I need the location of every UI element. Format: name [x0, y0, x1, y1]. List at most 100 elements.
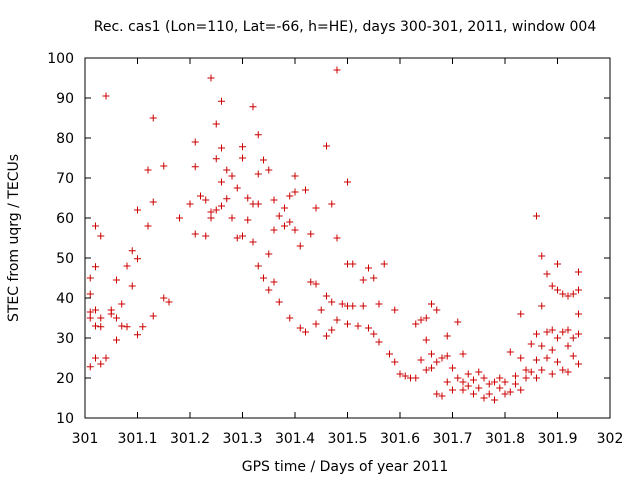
data-point: [218, 144, 225, 152]
data-point: [475, 384, 483, 392]
data-point: [548, 282, 556, 290]
data-point: [191, 138, 199, 146]
data-point: [86, 274, 94, 282]
data-point: [92, 222, 99, 230]
data-point: [134, 206, 141, 214]
data-point: [317, 306, 325, 314]
data-point: [517, 386, 525, 394]
data-point: [501, 390, 509, 398]
y-tick-label: 80: [56, 131, 74, 147]
data-point: [144, 222, 152, 230]
data-point: [139, 323, 147, 331]
data-point: [149, 114, 157, 122]
x-tick-label: 301.7: [432, 431, 472, 447]
data-point: [401, 372, 409, 380]
data-point: [134, 255, 141, 263]
data-point: [270, 278, 278, 286]
data-point: [228, 214, 236, 222]
data-point: [233, 184, 241, 192]
data-point: [559, 290, 567, 298]
data-point: [375, 338, 383, 346]
data-point: [554, 358, 561, 366]
data-point: [202, 196, 210, 204]
data-point: [533, 374, 540, 382]
data-point: [249, 103, 257, 111]
data-point: [396, 370, 404, 378]
data-point: [443, 352, 451, 360]
data-point: [333, 316, 341, 324]
data-point: [291, 226, 299, 234]
data-point: [160, 294, 168, 302]
data-point: [102, 92, 110, 100]
data-point: [354, 322, 362, 330]
data-point: [113, 276, 120, 284]
data-point: [218, 97, 225, 105]
data-point: [538, 342, 546, 350]
data-point: [275, 298, 283, 306]
y-tick-label: 30: [56, 331, 74, 347]
data-point: [191, 230, 199, 238]
x-tick-label: 302: [597, 431, 624, 447]
x-tick-label: 301.9: [537, 431, 577, 447]
data-point: [480, 374, 488, 382]
data-point: [559, 366, 567, 374]
data-point: [312, 280, 320, 288]
data-point: [512, 380, 519, 388]
data-point: [92, 354, 99, 362]
data-point: [207, 74, 215, 82]
data-point: [344, 320, 351, 328]
y-tick-label: 40: [56, 291, 74, 307]
data-point: [207, 214, 215, 222]
data-point: [265, 166, 273, 174]
data-point: [575, 360, 582, 368]
data-point: [454, 318, 462, 326]
y-tick-label: 20: [56, 371, 74, 387]
data-point: [291, 172, 299, 180]
data-point: [564, 292, 572, 300]
data-point: [496, 384, 504, 392]
data-point: [207, 208, 215, 216]
y-tick-label: 100: [47, 51, 74, 67]
data-point: [302, 328, 309, 336]
data-point: [548, 346, 556, 354]
data-point: [375, 300, 383, 308]
data-point: [517, 310, 525, 318]
data-point: [538, 366, 546, 374]
data-point: [433, 390, 441, 398]
data-point: [365, 324, 372, 332]
x-axis-label: GPS time / Days of year 2011: [242, 459, 449, 475]
y-tick-label: 60: [56, 211, 74, 227]
data-point: [218, 202, 225, 210]
data-point: [113, 314, 120, 322]
data-point: [338, 300, 346, 308]
data-point: [480, 394, 488, 402]
data-point: [323, 142, 330, 150]
data-point: [312, 320, 320, 328]
data-point: [386, 350, 393, 358]
x-tick-label: 301.6: [380, 431, 420, 447]
data-point: [270, 196, 278, 204]
data-point: [176, 214, 183, 222]
data-point: [359, 302, 367, 310]
data-point: [470, 376, 477, 384]
data-point: [249, 238, 257, 246]
data-point: [239, 232, 246, 240]
data-point: [228, 172, 236, 180]
data-point: [391, 306, 399, 314]
x-axis-ticks: 301 301.1 301.2 301.3 301.4 301.5 301.6 301.7 30…: [72, 58, 624, 447]
data-point: [191, 163, 199, 171]
data-point: [92, 263, 99, 271]
data-point: [428, 300, 435, 308]
data-point: [270, 226, 278, 234]
x-tick-label: 301.3: [222, 431, 262, 447]
data-point: [443, 378, 451, 386]
data-point: [333, 234, 341, 242]
data-point: [365, 264, 372, 272]
data-point: [459, 378, 467, 386]
data-point: [433, 358, 441, 366]
data-point: [286, 192, 294, 200]
data-point: [307, 230, 315, 238]
x-tick-label: 301.4: [275, 431, 315, 447]
data-point: [260, 156, 267, 164]
data-point: [197, 192, 204, 200]
